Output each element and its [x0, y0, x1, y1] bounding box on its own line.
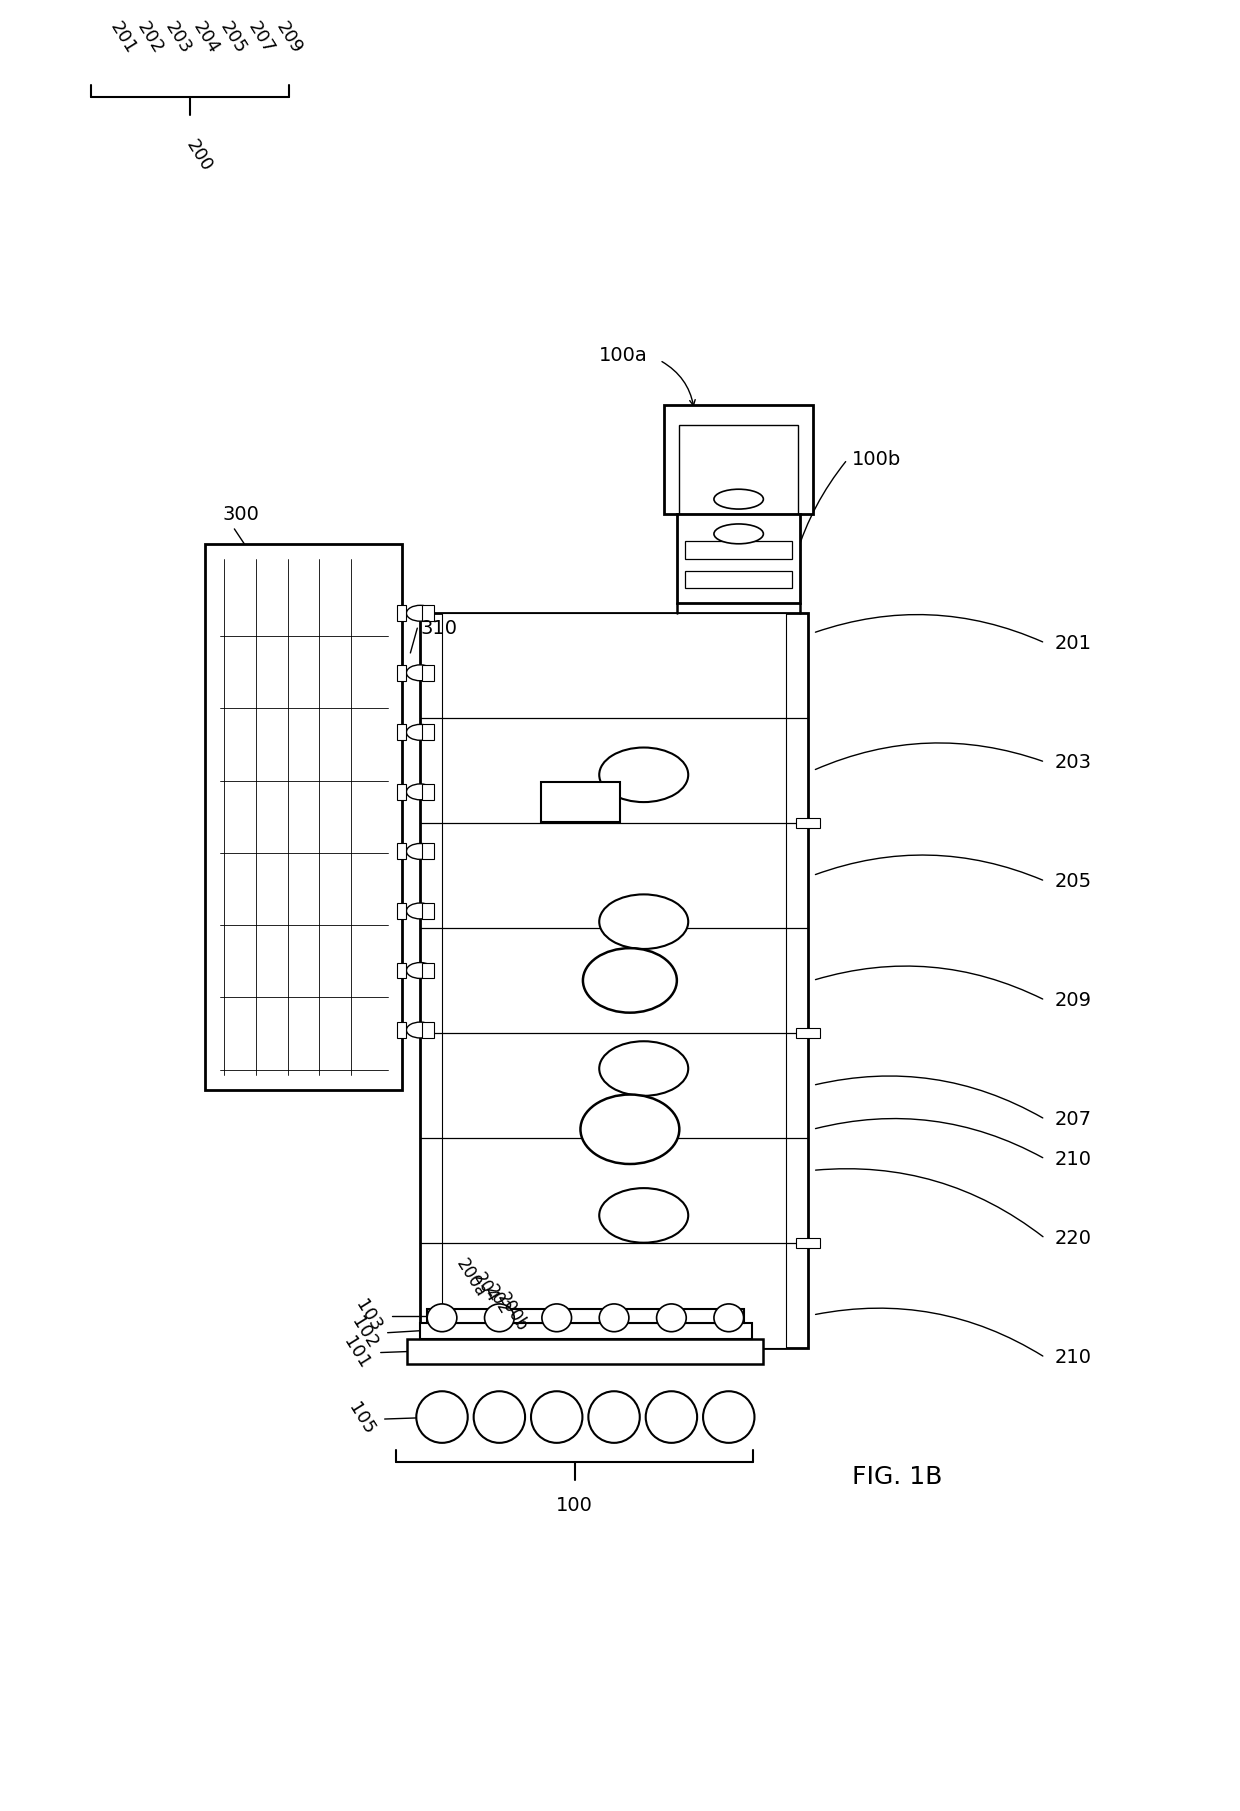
Text: 203: 203: [161, 18, 195, 58]
Bar: [665, 406, 812, 514]
Ellipse shape: [542, 1304, 572, 1331]
Bar: [686, 541, 792, 558]
Ellipse shape: [407, 963, 434, 978]
Text: 203: 203: [1055, 753, 1092, 771]
Text: 200a: 200a: [451, 1255, 490, 1300]
Text: 202: 202: [481, 1282, 513, 1318]
Bar: [397, 784, 407, 800]
Bar: [423, 904, 434, 918]
Text: 209: 209: [1055, 991, 1092, 1011]
Bar: [420, 614, 808, 1347]
Text: 220: 220: [1055, 1230, 1092, 1248]
Bar: [796, 1029, 820, 1038]
Ellipse shape: [407, 784, 434, 800]
Ellipse shape: [580, 1094, 680, 1164]
Text: 205: 205: [1055, 871, 1092, 891]
Ellipse shape: [583, 949, 677, 1012]
Ellipse shape: [407, 904, 434, 918]
Ellipse shape: [588, 1391, 640, 1443]
Ellipse shape: [714, 489, 764, 509]
Ellipse shape: [599, 895, 688, 949]
Bar: [420, 1322, 751, 1338]
Ellipse shape: [657, 1304, 686, 1331]
Bar: [423, 665, 434, 681]
Bar: [680, 426, 799, 514]
Text: 205: 205: [217, 18, 250, 58]
Text: 201: 201: [105, 20, 139, 58]
Text: 209: 209: [272, 18, 305, 58]
Ellipse shape: [417, 1391, 467, 1443]
Bar: [397, 904, 407, 918]
Bar: [205, 543, 403, 1090]
Bar: [397, 1021, 407, 1038]
Text: 207: 207: [1055, 1110, 1092, 1128]
Text: 310: 310: [420, 619, 458, 637]
Ellipse shape: [474, 1391, 525, 1443]
Ellipse shape: [714, 1304, 744, 1331]
Ellipse shape: [407, 605, 434, 621]
Ellipse shape: [646, 1391, 697, 1443]
Text: 202: 202: [134, 18, 167, 58]
Bar: [397, 724, 407, 741]
Ellipse shape: [407, 844, 434, 860]
Bar: [423, 844, 434, 860]
Ellipse shape: [599, 748, 688, 802]
Text: 101: 101: [340, 1333, 373, 1371]
Bar: [441, 614, 786, 1347]
Text: 100b: 100b: [852, 449, 901, 469]
Bar: [796, 819, 820, 828]
Bar: [677, 514, 800, 603]
Bar: [428, 1309, 744, 1322]
Ellipse shape: [407, 1021, 434, 1038]
Bar: [397, 963, 407, 978]
Ellipse shape: [599, 1041, 688, 1096]
Bar: [423, 724, 434, 741]
Bar: [423, 605, 434, 621]
Bar: [541, 782, 620, 822]
Ellipse shape: [428, 1304, 456, 1331]
Text: 105: 105: [345, 1400, 378, 1438]
Bar: [423, 784, 434, 800]
Text: 103: 103: [351, 1297, 384, 1335]
Text: 204: 204: [470, 1270, 502, 1306]
Bar: [397, 605, 407, 621]
Ellipse shape: [407, 665, 434, 681]
Text: 102: 102: [347, 1313, 381, 1353]
Text: FIG. 1B: FIG. 1B: [852, 1465, 942, 1489]
Ellipse shape: [485, 1304, 515, 1331]
Bar: [397, 665, 407, 681]
Bar: [686, 570, 792, 589]
Bar: [408, 1338, 764, 1364]
Text: 200b: 200b: [494, 1289, 531, 1335]
Text: 207: 207: [244, 18, 278, 58]
Text: 100: 100: [556, 1496, 593, 1516]
Text: 200: 200: [182, 138, 216, 176]
Bar: [423, 963, 434, 978]
Text: 210: 210: [1055, 1150, 1092, 1168]
Text: 100a: 100a: [599, 346, 647, 364]
Bar: [423, 1021, 434, 1038]
Ellipse shape: [599, 1304, 629, 1331]
Bar: [397, 844, 407, 860]
Text: 204: 204: [188, 18, 222, 58]
Ellipse shape: [407, 724, 434, 741]
Ellipse shape: [531, 1391, 583, 1443]
Ellipse shape: [714, 523, 764, 543]
Ellipse shape: [599, 1188, 688, 1242]
Text: 300: 300: [222, 505, 259, 523]
Text: 201: 201: [1055, 634, 1092, 652]
Bar: [796, 1237, 820, 1248]
Ellipse shape: [703, 1391, 754, 1443]
Text: 210: 210: [1055, 1347, 1092, 1367]
